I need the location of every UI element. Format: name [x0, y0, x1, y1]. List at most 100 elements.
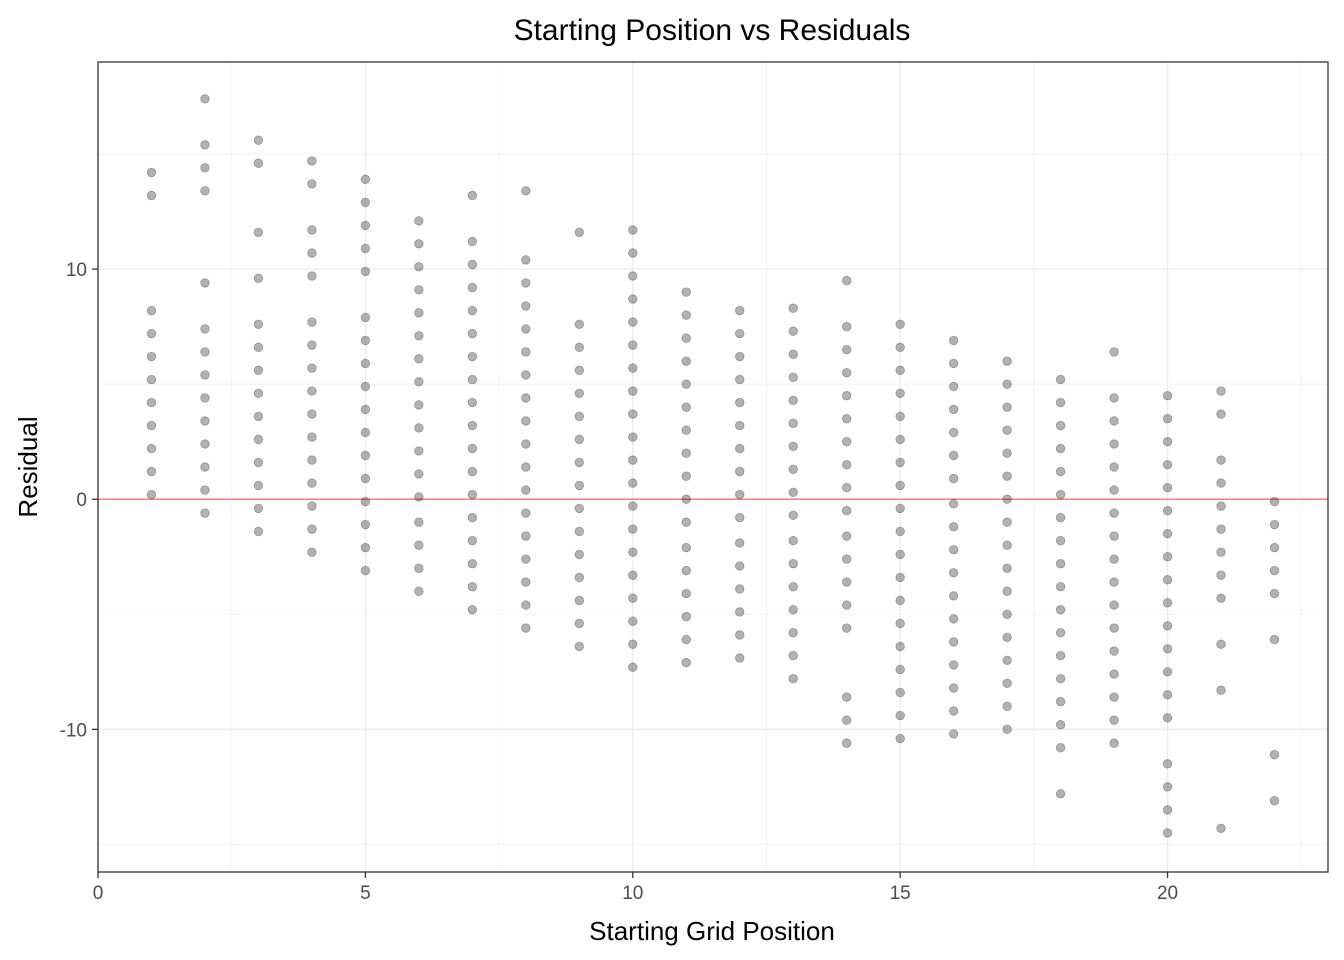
- data-point: [1109, 554, 1119, 564]
- data-point: [628, 317, 638, 327]
- data-point: [521, 439, 531, 449]
- data-point: [788, 464, 798, 475]
- data-point: [628, 639, 638, 649]
- data-point: [735, 630, 745, 640]
- data-point: [253, 273, 264, 284]
- data-point: [895, 342, 905, 353]
- y-tick-label: -10: [60, 720, 87, 741]
- data-point: [1162, 805, 1173, 815]
- data-point: [681, 287, 691, 297]
- data-point: [788, 418, 798, 428]
- data-point: [681, 588, 691, 599]
- data-point: [200, 393, 210, 403]
- data-point: [521, 531, 531, 541]
- data-point: [948, 450, 959, 461]
- data-point: [360, 427, 371, 438]
- data-point: [1216, 685, 1226, 695]
- data-point: [200, 370, 210, 380]
- data-point: [895, 595, 905, 606]
- data-point: [895, 710, 905, 721]
- data-point: [360, 404, 371, 415]
- data-point: [360, 381, 371, 392]
- data-point: [414, 563, 424, 573]
- data-point: [574, 388, 585, 399]
- data-point: [1055, 489, 1066, 500]
- data-point: [360, 565, 371, 576]
- data-point: [414, 423, 424, 433]
- data-point: [841, 715, 852, 725]
- data-point: [574, 549, 585, 560]
- data-point: [735, 489, 745, 500]
- data-point: [521, 278, 531, 288]
- data-point: [1269, 634, 1280, 645]
- data-point: [521, 485, 531, 495]
- data-point: [253, 457, 264, 468]
- data-point: [414, 540, 424, 550]
- data-point: [414, 354, 424, 364]
- data-point: [681, 494, 691, 504]
- data-point: [841, 459, 852, 470]
- data-point: [253, 342, 264, 353]
- data-point: [895, 457, 905, 468]
- data-point: [467, 305, 478, 316]
- data-point: [681, 471, 691, 481]
- data-point: [200, 416, 210, 426]
- data-point: [146, 374, 157, 385]
- data-point: [574, 434, 585, 445]
- data-point: [948, 706, 959, 716]
- data-point: [1216, 386, 1226, 396]
- data-point: [146, 420, 157, 431]
- data-point: [1055, 397, 1066, 408]
- data-point: [948, 427, 959, 438]
- data-point: [307, 225, 317, 235]
- data-point: [1002, 563, 1012, 573]
- data-point: [1109, 692, 1119, 702]
- data-point: [895, 618, 905, 629]
- data-point: [200, 508, 210, 518]
- data-point: [1109, 439, 1119, 449]
- data-point: [200, 140, 210, 150]
- data-point: [414, 239, 424, 249]
- data-point: [521, 393, 531, 403]
- data-point: [146, 167, 157, 178]
- data-point: [895, 641, 905, 652]
- data-point: [895, 503, 905, 514]
- data-point: [1109, 738, 1119, 748]
- data-point: [948, 335, 959, 346]
- data-point: [360, 358, 371, 369]
- data-point: [1002, 448, 1012, 458]
- data-point: [1002, 517, 1012, 527]
- data-point: [628, 547, 638, 557]
- data-point: [1002, 586, 1012, 596]
- data-point: [788, 510, 798, 521]
- data-point: [1109, 715, 1119, 725]
- data-point: [521, 577, 531, 587]
- data-point: [414, 377, 424, 387]
- data-point: [1216, 478, 1226, 488]
- data-point: [307, 409, 317, 419]
- data-point: [146, 397, 157, 408]
- data-point: [360, 519, 371, 530]
- data-point: [1055, 581, 1066, 592]
- data-point: [467, 397, 478, 408]
- data-point: [521, 186, 531, 196]
- data-point: [1162, 575, 1173, 585]
- data-point: [1002, 724, 1012, 735]
- data-point: [253, 526, 264, 537]
- data-point: [1055, 535, 1066, 546]
- data-point: [1216, 455, 1226, 465]
- data-point: [1162, 667, 1173, 677]
- data-point: [948, 591, 959, 601]
- data-point: [1002, 471, 1012, 481]
- data-point: [521, 623, 531, 633]
- data-point: [574, 365, 585, 376]
- x-axis-ticks: 0 5 10 15 20: [93, 872, 1178, 904]
- data-point: [788, 487, 798, 498]
- data-point: [1109, 462, 1119, 472]
- data-point: [1162, 436, 1173, 447]
- data-point: [1109, 623, 1119, 633]
- x-tick-label: 5: [360, 883, 371, 904]
- data-point: [895, 664, 905, 675]
- data-point: [628, 616, 638, 626]
- data-point: [788, 674, 798, 684]
